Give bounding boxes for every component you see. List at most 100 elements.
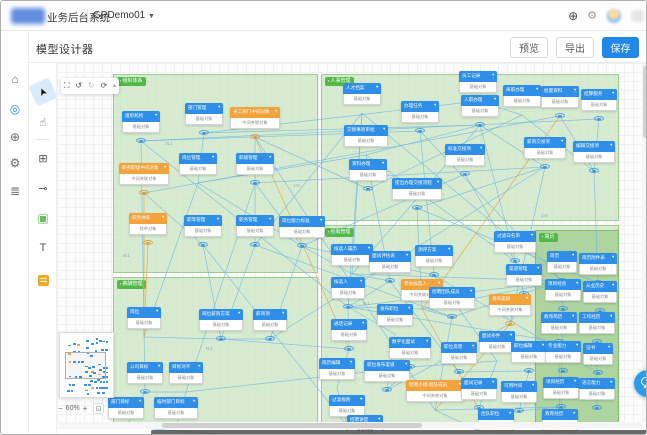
- node-dropdown-icon[interactable]: ▼: [609, 380, 613, 385]
- model-node-a5[interactable]: 职级管理 ▼ 基础对象: [236, 153, 274, 175]
- model-node-a7[interactable]: 职务体系 ▼ 枚举对象: [129, 213, 167, 235]
- node-dropdown-icon[interactable]: ▼: [155, 309, 159, 314]
- redo-icon[interactable]: ↻: [87, 81, 95, 90]
- node-dropdown-icon[interactable]: ▼: [530, 233, 534, 238]
- node-port[interactable]: [344, 346, 354, 351]
- model-node-e3[interactable]: 薪资项 ▼ 基础对象: [253, 309, 287, 331]
- node-dropdown-icon[interactable]: ▼: [157, 364, 161, 369]
- node-dropdown-icon[interactable]: ▼: [607, 345, 611, 350]
- node-dropdown-icon[interactable]: ▼: [382, 127, 386, 132]
- node-dropdown-icon[interactable]: ▼: [268, 217, 272, 222]
- node-dropdown-icon[interactable]: ▼: [493, 97, 497, 102]
- node-dropdown-icon[interactable]: ▼: [319, 218, 323, 223]
- model-node-c16[interactable]: 职位反馈 ▼ 基础对象: [441, 342, 477, 364]
- node-dropdown-icon[interactable]: ▼: [359, 279, 363, 284]
- node-dropdown-icon[interactable]: ▼: [509, 333, 513, 338]
- user-avatar[interactable]: [606, 8, 622, 24]
- model-node-c2[interactable]: 候选人履历 ▼ 基础对象: [331, 244, 373, 266]
- model-node-c19[interactable]: 面试记录 ▼ 基础对象: [461, 378, 497, 400]
- model-node-b2[interactable]: 办理任务 ▼ 基础对象: [401, 101, 439, 123]
- node-dropdown-icon[interactable]: ▼: [281, 311, 285, 316]
- node-port[interactable]: [592, 405, 602, 410]
- horizontal-scrollbar-thumb[interactable]: [162, 423, 422, 428]
- note-tool[interactable]: [32, 269, 54, 291]
- node-dropdown-icon[interactable]: ▼: [154, 113, 158, 118]
- node-dropdown-icon[interactable]: ▼: [571, 314, 575, 319]
- model-node-d5[interactable]: 教育简历 ▼ 基础对象: [541, 312, 577, 334]
- group-tag[interactable]: 人事管理: [325, 77, 354, 86]
- node-port[interactable]: [412, 205, 422, 210]
- node-dropdown-icon[interactable]: ▼: [361, 321, 365, 326]
- node-dropdown-icon[interactable]: ▼: [531, 383, 535, 388]
- node-dropdown-icon[interactable]: ▼: [161, 215, 165, 220]
- rail-item-home[interactable]: ⌂: [11, 72, 19, 86]
- model-node-a2[interactable]: 部门管理 ▼ 基础对象: [185, 103, 223, 125]
- preview-button[interactable]: 预览: [510, 37, 548, 58]
- node-dropdown-icon[interactable]: ▼: [274, 109, 278, 114]
- model-node-a6[interactable]: 职务职级中间对象 ▼ 中间关联对象: [119, 163, 169, 185]
- group-tag[interactable]: 薪酬管理: [117, 280, 146, 289]
- node-dropdown-icon[interactable]: ▼: [508, 411, 512, 416]
- vertical-scrollbar[interactable]: [642, 63, 646, 422]
- node-port[interactable]: [505, 321, 515, 326]
- node-dropdown-icon[interactable]: ▼: [447, 247, 451, 252]
- node-dropdown-icon[interactable]: ▼: [573, 379, 577, 384]
- group-tag[interactable]: 组织体系: [117, 77, 146, 86]
- model-node-c13[interactable]: 过滤规则 ▼ 基础对象: [329, 395, 365, 417]
- node-dropdown-icon[interactable]: ▼: [349, 360, 353, 365]
- node-dropdown-icon[interactable]: ▼: [211, 155, 215, 160]
- globe-icon[interactable]: ⊕: [568, 9, 579, 23]
- node-dropdown-icon[interactable]: ▼: [560, 139, 564, 144]
- model-node-c4[interactable]: 测评方案 ▼ 基础对象: [415, 245, 453, 267]
- node-port[interactable]: [558, 368, 568, 373]
- node-dropdown-icon[interactable]: ▼: [572, 411, 576, 416]
- model-node-c18[interactable]: 职位编辑 ▼ 基础对象: [511, 341, 547, 363]
- node-dropdown-icon[interactable]: ▼: [405, 253, 409, 258]
- model-node-c17[interactable]: 面试条件 ▼ 基础对象: [479, 331, 515, 353]
- node-dropdown-icon[interactable]: ▼: [611, 91, 615, 96]
- gear-icon[interactable]: ⚙: [587, 9, 597, 22]
- model-node-c20[interactable]: 可用时间 ▼ 基础对象: [501, 381, 537, 403]
- model-node-b14[interactable]: 标准交接项 ▼ 基础对象: [445, 144, 485, 166]
- model-node-c9[interactable]: 通话记录 ▼ 基础对象: [331, 319, 367, 341]
- model-node-a8[interactable]: 职等管理 ▼ 基础对象: [184, 215, 222, 237]
- node-dropdown-icon[interactable]: ▼: [609, 314, 613, 319]
- model-node-c23[interactable]: 渠道管理 ▼ 基础对象: [506, 264, 542, 286]
- node-dropdown-icon[interactable]: ▼: [375, 85, 379, 90]
- node-port[interactable]: [265, 336, 275, 341]
- model-node-d3[interactable]: 项目经验 ▼ 基础对象: [545, 279, 581, 301]
- node-dropdown-icon[interactable]: ▼: [197, 364, 201, 369]
- zoom-area-tool[interactable]: ⊞: [38, 152, 48, 165]
- node-port[interactable]: [216, 336, 226, 341]
- project-switcher[interactable]: GPDemo01 ▼: [93, 10, 155, 21]
- reset-zoom-icon[interactable]: ⟳: [100, 81, 108, 90]
- export-button[interactable]: 导出: [556, 37, 594, 58]
- node-port[interactable]: [589, 168, 599, 173]
- node-port[interactable]: [139, 190, 149, 195]
- zoom-in-button[interactable]: +: [82, 403, 88, 413]
- model-node-b6[interactable]: 入职办理 ▼ 基础对象: [461, 95, 499, 117]
- node-port[interactable]: [454, 369, 464, 374]
- model-node-d10[interactable]: 语言能力 ▼ 基础对象: [579, 378, 615, 400]
- node-dropdown-icon[interactable]: ▼: [609, 143, 613, 148]
- model-node-b3[interactable]: 交接事项审批 ▼ 基础对象: [344, 125, 388, 147]
- node-port[interactable]: [460, 171, 470, 176]
- minimap-viewport[interactable]: [65, 352, 106, 379]
- text-tool[interactable]: T: [39, 242, 47, 254]
- rail-item-list[interactable]: ≣: [9, 184, 21, 198]
- model-node-c3[interactable]: 面试评估表 ▼ 基础对象: [369, 251, 411, 273]
- node-dropdown-icon[interactable]: ▼: [573, 88, 577, 93]
- minimap[interactable]: [59, 332, 114, 398]
- node-port[interactable]: [250, 134, 260, 139]
- node-port[interactable]: [524, 368, 534, 373]
- node-dropdown-icon[interactable]: ▼: [163, 165, 167, 170]
- model-node-b13[interactable]: 员工记录 ▼ 基础对象: [459, 71, 497, 93]
- node-port[interactable]: [415, 128, 425, 133]
- fit-view-button[interactable]: ⊡: [93, 403, 105, 414]
- node-port[interactable]: [447, 314, 457, 319]
- model-node-b10[interactable]: 薪资交易项 ▼ 基础对象: [524, 137, 566, 159]
- node-dropdown-icon[interactable]: ▼: [436, 180, 440, 185]
- node-dropdown-icon[interactable]: ▼: [471, 344, 475, 349]
- rail-item-model-designer[interactable]: ◎: [9, 102, 21, 116]
- node-dropdown-icon[interactable]: ▼: [437, 281, 441, 286]
